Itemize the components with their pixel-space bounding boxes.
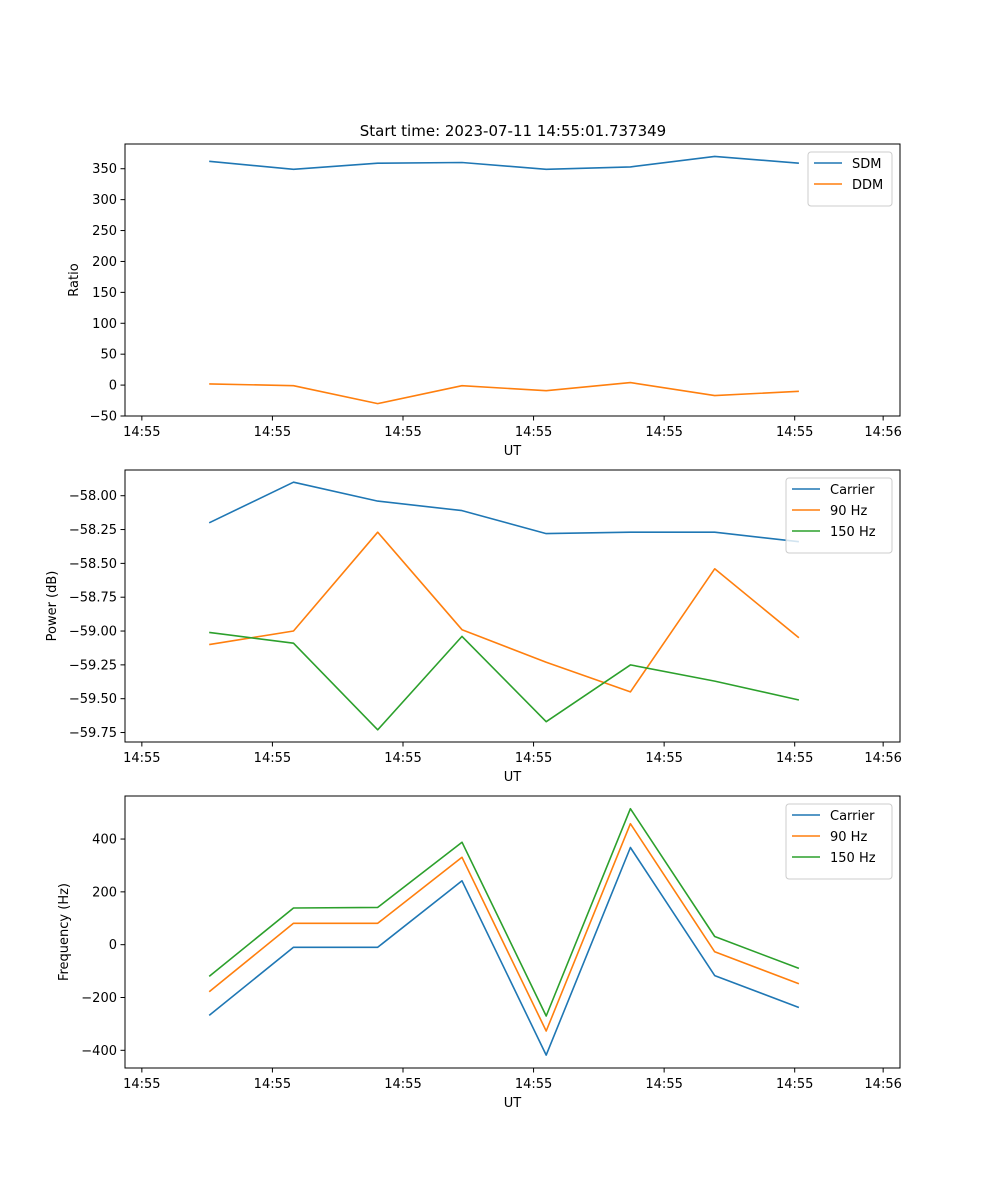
series-line-sdm [209, 155, 799, 171]
axes-frame [124, 143, 901, 417]
series-line-150-hz [208, 807, 800, 1017]
x-tick-label: 14:55 [776, 1077, 813, 1092]
legend-entry: 90 Hz [830, 504, 867, 519]
y-tick-label: 300 [92, 193, 117, 208]
x-tick-label: 14:55 [254, 751, 291, 766]
legend-entry: 90 Hz [830, 830, 867, 845]
legend-frame [807, 151, 893, 207]
x-tick-label: 14:55 [645, 751, 682, 766]
y-tick-label: −200 [81, 991, 117, 1006]
y-tick-label: 200 [92, 255, 117, 270]
x-tick-label: 14:55 [384, 751, 421, 766]
y-axis-label: Frequency (Hz) [57, 883, 72, 981]
axes-frame [124, 795, 901, 1069]
x-tick-label: 14:56 [864, 425, 901, 440]
x-tick-label: 14:55 [776, 425, 813, 440]
series-line-90-hz [208, 822, 800, 1032]
y-tick-label: −400 [81, 1044, 117, 1059]
y-tick-label: −59.00 [69, 625, 117, 640]
subplot-2: 14:55 14:55 14:55 14:55 14:55 14:55 14:56 −59.7… [45, 469, 902, 785]
x-tick-label: 14:55 [384, 1077, 421, 1092]
legend-entry: 150 Hz [830, 525, 876, 540]
y-tick-label: 350 [92, 162, 117, 177]
legend-entry: SDM [852, 157, 881, 172]
y-tick-label: 150 [92, 286, 117, 301]
x-axis-label: UT [504, 444, 522, 459]
legend-entry: Carrier [830, 809, 875, 824]
x-axis-label: UT [504, 770, 522, 785]
x-tick-label: 14:55 [515, 1077, 552, 1092]
axes-frame [124, 469, 901, 743]
series-line-150-hz [209, 631, 800, 731]
y-tick-label: 0 [109, 379, 117, 394]
y-tick-label: −58.75 [69, 591, 117, 606]
y-axis-label: Ratio [67, 263, 82, 296]
x-tick-label: 14:55 [515, 751, 552, 766]
series-line-carrier [208, 481, 799, 543]
legend-entry: 150 Hz [830, 851, 876, 866]
series-line-carrier [208, 846, 800, 1056]
legend-entry: DDM [852, 178, 883, 193]
subplot-3: 14:55 14:55 14:55 14:55 14:55 14:55 14:56 −400 −… [57, 795, 902, 1111]
x-tick-label: 14:55 [254, 1077, 291, 1092]
x-tick-label: 14:55 [123, 1077, 160, 1092]
x-tick-label: 14:56 [864, 1077, 901, 1092]
x-tick-label: 14:56 [864, 751, 901, 766]
x-tick-label: 14:55 [645, 425, 682, 440]
x-tick-label: 14:55 [254, 425, 291, 440]
y-tick-label: −50 [90, 410, 117, 425]
y-tick-label: 400 [92, 833, 117, 848]
legend-frame [785, 803, 893, 880]
series-line-90-hz [209, 531, 800, 693]
x-tick-label: 14:55 [384, 425, 421, 440]
subplots: 14:55 14:55 14:55 14:55 14:55 14:55 14:56 −50 0 5… [45, 143, 902, 1111]
y-tick-label: −58.00 [69, 489, 117, 504]
y-tick-label: 200 [92, 885, 117, 900]
y-tick-label: −58.50 [69, 557, 117, 572]
legend: Carrier 90 Hz 150 Hz [785, 477, 893, 554]
legend-frame [785, 477, 893, 554]
x-tick-label: 14:55 [123, 425, 160, 440]
figure-title: Start time: 2023-07-11 14:55:01.737349 [360, 122, 666, 140]
y-tick-label: 0 [109, 938, 117, 953]
y-tick-label: −59.75 [69, 726, 117, 741]
y-tick-label: 50 [100, 348, 117, 363]
x-axis-label: UT [504, 1096, 522, 1111]
x-tick-label: 14:55 [645, 1077, 682, 1092]
series-line-ddm [209, 381, 799, 405]
legend-entry: Carrier [830, 483, 875, 498]
y-tick-label: 250 [92, 224, 117, 239]
y-tick-label: −59.25 [69, 658, 117, 673]
y-tick-label: 100 [92, 317, 117, 332]
legend: SDM DDM [807, 151, 893, 207]
y-axis-label: Power (dB) [45, 571, 60, 642]
y-tick-label: −58.25 [69, 523, 117, 538]
x-tick-label: 14:55 [776, 751, 813, 766]
y-tick-label: −59.50 [69, 692, 117, 707]
x-tick-label: 14:55 [515, 425, 552, 440]
legend: Carrier 90 Hz 150 Hz [785, 803, 893, 880]
subplot-1: 14:55 14:55 14:55 14:55 14:55 14:55 14:56 −50 0 5… [67, 143, 902, 459]
x-tick-label: 14:55 [123, 751, 160, 766]
